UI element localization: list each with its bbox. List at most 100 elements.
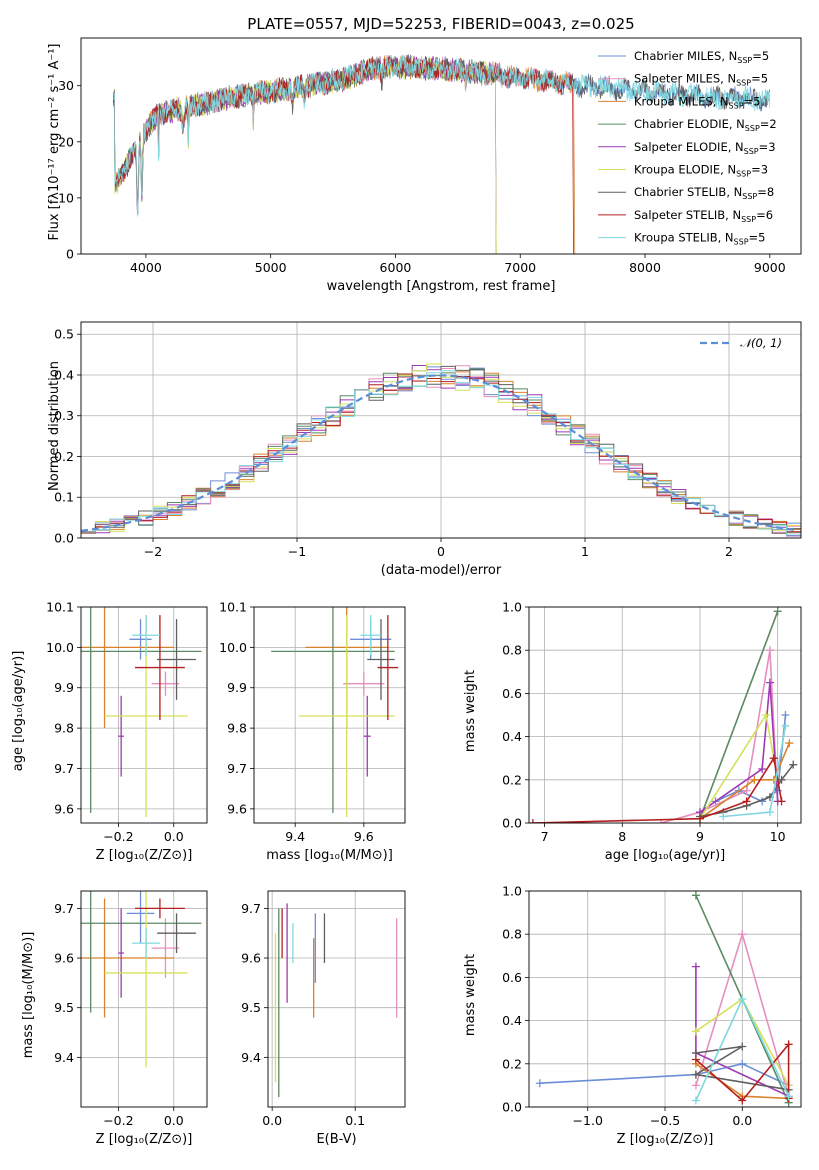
plus-marker [535,1079,544,1088]
y-tick-label: 9.7 [227,761,247,776]
plus-marker [738,1059,747,1068]
panel-age-vs-mass: 9.4 9.6 9.6 9.7 9.8 9.9 10.0 10.1 mass [log₁₀(M/… [219,600,406,863]
point-chabrier-stelib [157,619,196,700]
plus-marker [789,760,798,769]
y-tick-label: 9.7 [54,761,74,776]
plot-area [113,54,771,254]
x-tick-label: −0.5 [650,1113,680,1128]
y-axis-label: mass weight [463,954,478,1036]
x-tick-label: −0.2 [103,1113,133,1128]
plot-area [81,363,801,537]
y-tick-label: 9.9 [227,680,247,695]
plus-marker [695,814,704,823]
axes-frame [80,890,208,1108]
plus-marker [777,797,786,806]
y-axis-label: age [log₁₀(age/yr)] [11,651,26,772]
x-axis-label: wavelength [Angstrom, rest frame] [327,279,556,294]
y-tick-label: 9.8 [227,721,247,736]
x-tick-label: 9.4 [285,829,305,844]
y-tick-label: 0.2 [502,1056,522,1071]
y-tick-label: 9.6 [241,951,261,966]
plus-marker [691,1096,700,1105]
legend-entry: Chabrier MILES, NSSP=5 [634,49,769,65]
series-line [699,611,779,819]
legend-entry: Salpeter MILES, NSSP=5 [634,72,768,88]
plot-area [274,903,398,1098]
point-kroupa-stelib [132,615,160,656]
y-tick-label: 0.2 [502,772,522,787]
y-axis-label: Flux [fλ10⁻¹⁷ erg cm⁻² s⁻¹ A⁻¹] [47,44,62,241]
y-tick-label: 0.0 [502,1100,522,1115]
axes-frame [80,37,802,255]
y-axis-label: Normed distribution [47,361,62,491]
panel-mass-vs-EBV: 0.0 0.1 9.4 9.5 9.6 9.7 E(B-V) [241,890,406,1147]
x-tick-label: 7 [541,829,549,844]
point-kroupa-stelib [360,615,381,656]
gaussian-curve [81,374,799,532]
plus-marker [765,808,774,817]
plus-marker [742,797,751,806]
panel-mass-vs-Z: −0.2 0.0 9.4 9.5 9.6 9.7 Z [log₁₀(Z/Z⊙)] mass [… [21,890,208,1147]
panel-residuals: −2 −1 0 1 2 0.0 0.1 0.2 0.3 0.4 0.5 (data-model)/er… [47,321,802,578]
point-salpeter-stelib [377,615,399,721]
plus-marker [784,1092,793,1101]
x-axis-label: E(B-V) [316,1132,356,1147]
plus-marker [738,1042,747,1051]
legend-entry: 𝒩(0, 1) [740,336,782,350]
y-tick-label: 0.4 [502,1013,522,1028]
plus-marker [691,1027,700,1036]
chart-title: PLATE=0557, MJD=52253, FIBERID=0043, z=0… [247,15,634,33]
plus-marker [691,1055,700,1064]
x-tick-label: 7000 [504,260,536,275]
plus-marker [773,607,782,616]
series-kroupa-stelib [691,995,793,1105]
y-tick-label: 9.6 [54,951,74,966]
point-salpeter-elodie [118,695,124,777]
legend-entry: Chabrier ELODIE, NSSP=2 [634,117,777,133]
x-tick-label: 6000 [380,260,412,275]
x-axis-label: Z [log₁₀(Z/Z⊙)] [617,1132,714,1147]
x-tick-label: 9 [696,829,704,844]
plus-marker [742,786,751,795]
y-tick-label: 0 [66,247,74,262]
plot-area [535,891,793,1107]
point-salpeter-miles [151,918,180,978]
x-tick-label: 0.0 [262,1113,282,1128]
legend-entry: Chabrier STELIB, NSSP=8 [634,185,774,201]
series-line [539,1062,789,1087]
x-tick-label: 0.0 [732,1113,752,1128]
y-tick-label: 1.0 [502,884,522,899]
series-kroupa-stelib [719,721,790,821]
x-tick-label: 0.0 [164,829,184,844]
x-tick-label: 0 [437,544,445,559]
series-line [695,1042,790,1102]
panel-weight-vs-age: 7 8 9 10 0.0 0.2 0.4 0.6 0.8 1.0 age [log₁₀(age/yr… [463,600,802,863]
point-chabrier-miles [129,619,152,660]
x-tick-label: 10 [770,829,786,844]
x-tick-label: 8000 [629,260,661,275]
axes-frame [528,890,802,1108]
histogram-kroupa-stelib [81,370,801,536]
series-salpeter-stelib [691,1040,793,1105]
plot-area [81,891,202,1068]
plus-marker [691,891,700,900]
panel-spectrum: 4000 5000 6000 7000 8000 9000 0 10 20 30 wavelengt… [47,15,802,294]
x-tick-label: 4000 [130,260,162,275]
point-chabrier-stelib [367,619,395,700]
point-salpeter-miles [151,671,180,696]
plus-marker [765,646,774,655]
legend: Chabrier MILES, NSSP=5 Salpeter MILES, NS… [598,49,777,247]
x-tick-label: 9000 [754,260,786,275]
y-tick-label: 0.0 [54,531,74,546]
y-tick-label: 9.4 [241,1050,261,1065]
x-axis-label: age [log₁₀(age/yr)] [605,848,726,863]
x-tick-label: 2 [725,544,733,559]
x-tick-label: 1 [581,544,589,559]
series-line [699,742,791,820]
y-axis-label: mass [log₁₀(M/M⊙)] [21,932,36,1059]
y-tick-label: 0.1 [54,490,74,505]
legend-entry: Salpeter STELIB, NSSP=6 [634,208,773,224]
x-tick-label: 9.6 [354,829,374,844]
y-tick-label: 0.4 [54,367,74,382]
